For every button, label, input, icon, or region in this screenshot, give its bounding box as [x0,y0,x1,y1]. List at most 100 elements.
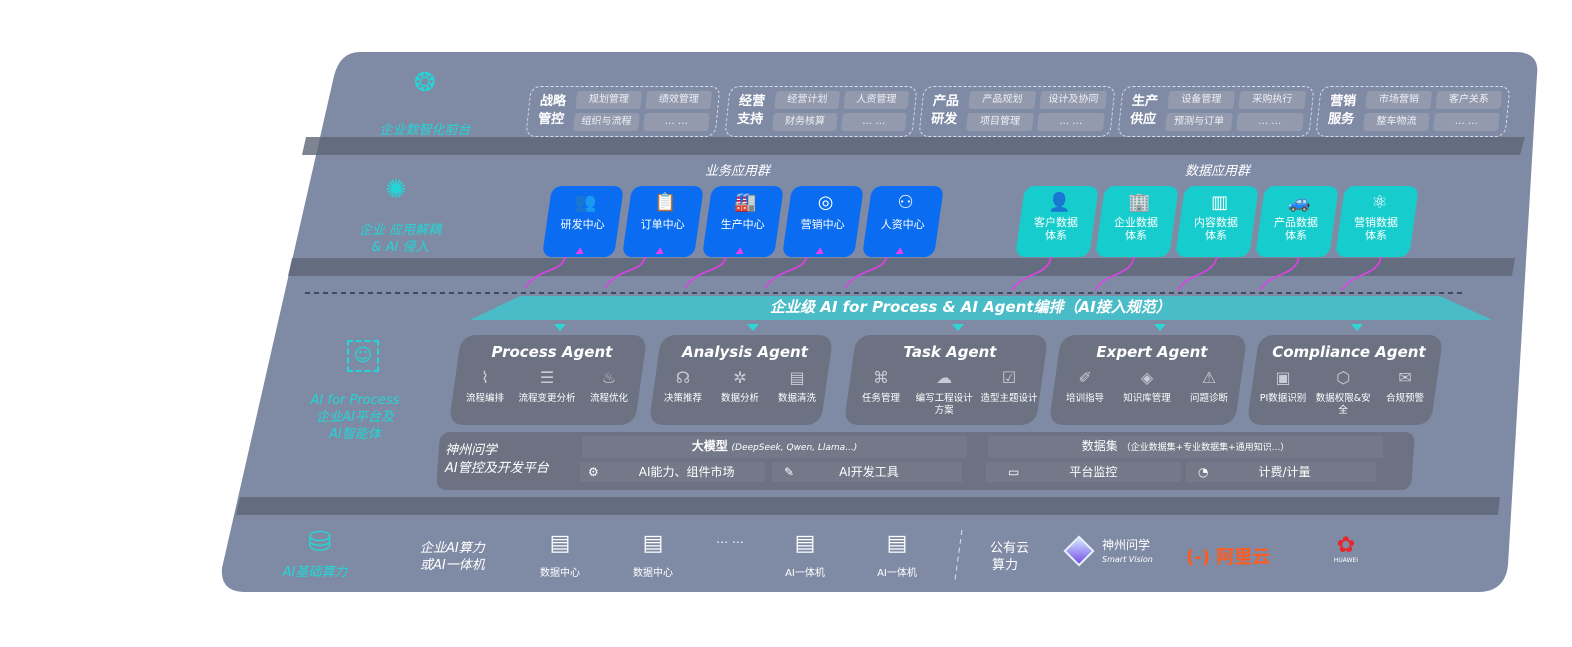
aliyun-logo: (-) 阿里云 [1186,547,1271,568]
data-apps-title: 数据应用群 [1185,164,1251,179]
capability-label: 决策推荐 [663,393,702,404]
business-app-card[interactable]: 👥 研发中心 [542,186,624,257]
agent-name: Analysis Agent [681,343,808,361]
agent-name: Task Agent [903,343,997,361]
private-compute-1: 企业AI算力 [420,541,485,556]
agent-name: Process Agent [491,343,613,361]
agent-card[interactable]: Expert Agent ✐ 培训指导 ◈ 知识库管理 ⚠ 问题诊断 [1048,335,1248,425]
agent-card[interactable]: Task Agent ⌘ 任务管理 ☁ 编写工程设计方案 ☑ 造型主题设计 [843,335,1049,425]
platform-monitor[interactable]: ▭ 平台监控 [986,462,1181,482]
agent-capability[interactable]: ▣ PI数据识别 [1253,368,1313,405]
agent-capability[interactable]: ◈ 知识库管理 [1117,368,1177,405]
huawei-text: HUAWEI [1333,557,1359,564]
capability-icon: ☰ [539,368,555,387]
layer-label-ai: AI for Process 企业AI平台及 AI智能体 [300,392,410,443]
layer-label-compute: AI基础算力 [282,565,348,580]
front-group-item[interactable]: 采购执行 [1238,91,1307,109]
capability-icon: ✉ [1398,368,1413,387]
front-group-title: 战略管控 [537,94,567,127]
front-group-item[interactable]: 项目管理 [965,113,1034,131]
business-app-card[interactable]: ◎ 营销中心 [782,186,864,257]
agent-capability[interactable]: ☑ 造型主题设计 [979,368,1039,405]
business-apps-title: 业务应用群 [705,164,771,179]
agent-capability[interactable]: ⌘ 任务管理 [851,368,911,405]
agent-capability[interactable]: ♨ 流程优化 [579,368,639,405]
data-app-label: 企业数据体系 [1113,216,1158,242]
books-icon: ▥ [1211,192,1229,213]
agent-card[interactable]: Process Agent ⌇ 流程编排 ☰ 流程变更分析 ♨ 流程优化 [448,335,648,425]
agent-capability[interactable]: ⬡ 数据权限&安全 [1313,368,1373,417]
market-icon: ⚙ [588,465,599,479]
face-scan-icon: ☺ [347,340,379,372]
front-group-item[interactable]: … … [840,113,907,131]
agent-capability[interactable]: ☰ 流程变更分析 [517,368,577,405]
platform-title: 神州问学 AI管控及开发平台 [445,442,549,478]
front-group-item[interactable]: 市场营销 [1365,91,1433,109]
front-group-item[interactable]: 绩效管理 [645,91,713,109]
agent-capability[interactable]: ✐ 培训指导 [1055,368,1115,405]
front-group-item[interactable]: 产品规划 [968,91,1037,109]
capability-icon: ⌇ [481,368,489,387]
tool-market[interactable]: ⚙ AI能力、组件市场 [580,462,765,482]
front-group-item[interactable]: … … [1432,113,1500,131]
compute-item: … … [700,532,760,546]
front-group-item[interactable]: … … [642,113,710,131]
billing[interactable]: ◔ 计费/计量 [1186,462,1376,482]
dev-tools-label: AI开发工具 [839,465,899,479]
business-app-label: 人资中心 [880,218,925,231]
clipboard-icon: 📋 [654,192,677,213]
agent-capability[interactable]: ▤ 数据清洗 [767,368,827,405]
agent-capability[interactable]: ✲ 数据分析 [710,368,770,405]
data-app-card[interactable]: ⚛ 营销数据体系 [1335,186,1419,257]
data-app-card[interactable]: 👤 客户数据体系 [1015,186,1099,257]
front-group-item[interactable]: … … [1036,113,1105,131]
ai-orchestration-banner: 企业级 AI for Process & AI Agent编排（AI接入规范） [770,298,1171,316]
data-app-card[interactable]: 🏢 企业数据体系 [1095,186,1179,257]
compute-item: ▤ AI一体机 [867,531,927,580]
capability-icon: ⚠ [1201,368,1217,387]
dev-tools[interactable]: ✎ AI开发工具 [772,462,962,482]
front-group: 经营支持 经营计划 人资管理 财务核算… … [724,86,918,137]
compute-item-label: 数据中心 [540,568,580,579]
agent-capability[interactable]: ☁ 编写工程设计方案 [914,368,974,417]
data-app-card[interactable]: 🚙 产品数据体系 [1255,186,1339,257]
front-group-item[interactable]: 设备管理 [1167,91,1236,109]
server-icon: ▤ [886,531,908,556]
front-group-item[interactable]: 设计及协同 [1039,91,1108,109]
agent-card[interactable]: Analysis Agent ☊ 决策推荐 ✲ 数据分析 ▤ 数据清洗 [648,335,834,425]
business-app-label: 营销中心 [800,218,845,231]
agent-capability[interactable]: ⌇ 流程编排 [455,368,515,405]
data-app-label: 内容数据体系 [1193,216,1238,242]
front-group-item[interactable]: … … [1235,113,1304,131]
business-app-card[interactable]: 📋 订单中心 [622,186,704,257]
dataset-bar: 数据集 （企业数据集+专业数据集+通用知识...） [988,436,1383,458]
data-app-card[interactable]: ▥ 内容数据体系 [1175,186,1259,257]
front-group-item[interactable]: 预测与订单 [1164,113,1233,131]
ellipsis: … … [716,532,744,546]
llm-note: (DeepSeek, Qwen, Llama...) [731,443,858,453]
front-group-item[interactable]: 规划管理 [575,91,643,109]
layer-label-apps: 企业 应用解耦 & AI 侵入 [358,223,442,255]
down-arrow-icon [554,324,566,331]
front-group-item[interactable]: 财务核算 [771,113,838,131]
business-app-card[interactable]: ⚇ 人资中心 [862,186,944,257]
front-group-item[interactable]: 经营计划 [774,91,841,109]
business-app-card[interactable]: 🏭 生产中心 [702,186,784,257]
data-app-label: 产品数据体系 [1273,216,1318,242]
agent-card[interactable]: Compliance Agent ▣ PI数据识别 ⬡ 数据权限&安全 ✉ 合规… [1246,335,1444,425]
capability-label: 知识库管理 [1123,393,1171,404]
database-icon: ⛁ [308,525,332,558]
platform-title-1: 神州问学 [445,443,498,458]
front-group-item[interactable]: 人资管理 [843,91,910,109]
front-group: 战略管控 规划管理 绩效管理 组织与流程… … [525,86,721,137]
agent-capability[interactable]: ☊ 决策推荐 [653,368,713,405]
front-group-item[interactable]: 客户关系 [1435,91,1503,109]
agent-capability[interactable]: ⚠ 问题诊断 [1179,368,1239,405]
front-group-item[interactable]: 组织与流程 [572,113,640,131]
agent-capability[interactable]: ✉ 合规预警 [1375,368,1435,405]
brain-icon: ❂ [414,68,436,98]
compute-item: ▤ 数据中心 [530,532,590,580]
front-group-item[interactable]: 整车物流 [1362,113,1430,131]
capability-icon: ▣ [1275,368,1291,387]
front-group-title: 生产供应 [1129,94,1159,127]
